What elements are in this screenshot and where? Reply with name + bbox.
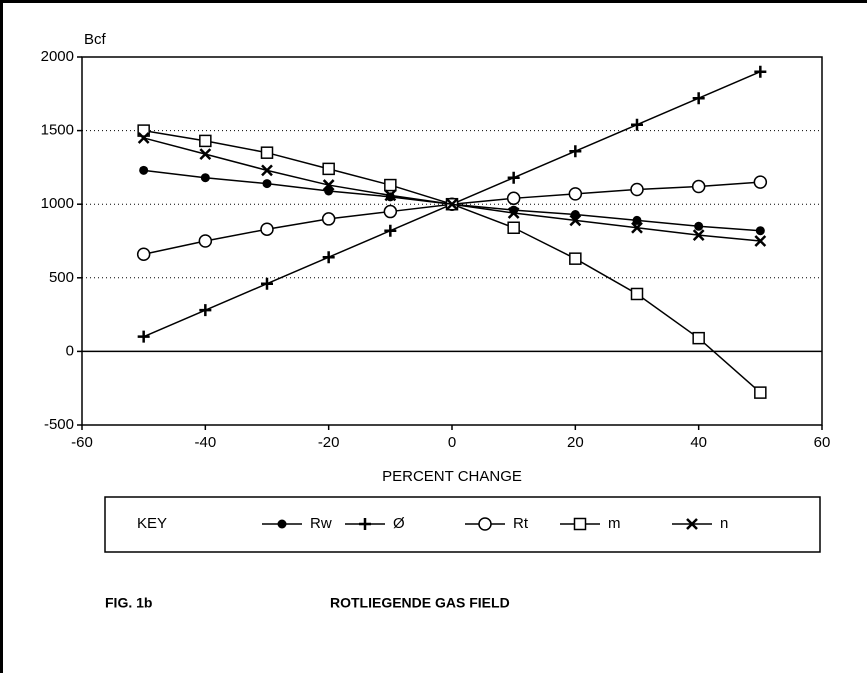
data-point — [260, 146, 274, 159]
data-point — [507, 171, 520, 184]
y-tick-label: -500 — [44, 416, 74, 433]
data-point — [692, 92, 705, 105]
data-point — [321, 212, 336, 226]
y-tick-label: 1500 — [41, 122, 74, 139]
data-point — [692, 229, 705, 241]
data-point — [200, 173, 210, 183]
data-point — [384, 189, 397, 202]
data-point — [137, 132, 150, 144]
plot-area — [81, 56, 823, 426]
x-tick-label: 40 — [690, 434, 707, 451]
figure-subtitle: ROTLIEGENDE GAS FIELD — [330, 595, 510, 611]
data-point — [754, 65, 767, 78]
y-tick-label: 0 — [66, 342, 74, 359]
data-point — [631, 221, 643, 234]
data-point — [262, 179, 272, 189]
legend-marker — [686, 518, 698, 530]
series-line — [143, 129, 761, 394]
series-line — [143, 181, 761, 255]
legend-marker — [478, 517, 492, 531]
data-point — [507, 221, 520, 235]
legend-marker — [277, 519, 287, 529]
data-point — [754, 235, 767, 247]
legend-label: n — [720, 515, 728, 532]
data-point — [569, 252, 582, 265]
data-point — [383, 204, 398, 219]
data-point — [322, 162, 335, 176]
data-point — [755, 226, 765, 236]
data-point — [139, 165, 149, 175]
legend-marker — [573, 517, 587, 531]
data-point — [632, 215, 642, 225]
data-point — [568, 187, 583, 201]
data-point — [507, 207, 520, 219]
legend-box — [104, 496, 821, 553]
x-tick-label: -20 — [318, 434, 340, 451]
legend-title: KEY — [137, 515, 167, 532]
data-point — [199, 134, 212, 148]
x-axis-label: PERCENT CHANGE — [382, 468, 522, 485]
x-tick-label: -60 — [71, 434, 93, 451]
data-point — [199, 148, 212, 161]
legend-label: Rw — [310, 515, 332, 532]
data-point — [631, 118, 643, 131]
y-tick-label: 500 — [49, 269, 74, 286]
figure-caption: FIG. 1b — [105, 595, 152, 611]
legend-label: m — [608, 515, 621, 532]
data-point — [694, 221, 704, 231]
data-point — [384, 178, 397, 192]
x-tick-label: 60 — [814, 434, 831, 451]
data-point — [261, 277, 273, 290]
data-point — [322, 251, 335, 264]
data-point — [261, 164, 273, 177]
data-point — [630, 287, 644, 301]
data-point — [384, 224, 397, 237]
data-point — [754, 386, 767, 399]
data-point — [691, 179, 706, 194]
data-point — [569, 214, 582, 227]
legend-label: Rt — [513, 515, 529, 532]
data-point — [322, 179, 335, 191]
data-point — [137, 124, 150, 137]
data-point — [630, 182, 644, 197]
legend-label: Ø — [393, 515, 405, 532]
legend-marker — [359, 518, 371, 530]
x-tick-label: 0 — [448, 434, 456, 451]
y-axis-label: Bcf — [84, 31, 107, 48]
data-point — [136, 247, 151, 261]
data-point — [137, 330, 150, 343]
data-point — [260, 222, 274, 236]
y-tick-label: 1000 — [41, 195, 74, 212]
x-tick-label: -40 — [194, 434, 216, 451]
data-point — [569, 145, 582, 158]
data-point — [692, 331, 705, 345]
y-tick-label: 2000 — [41, 48, 74, 65]
data-point — [199, 304, 212, 317]
x-tick-label: 20 — [567, 434, 584, 451]
series-line — [143, 137, 761, 242]
data-point — [506, 191, 521, 206]
data-point — [753, 175, 768, 189]
data-point — [198, 234, 213, 248]
data-point — [446, 198, 458, 211]
